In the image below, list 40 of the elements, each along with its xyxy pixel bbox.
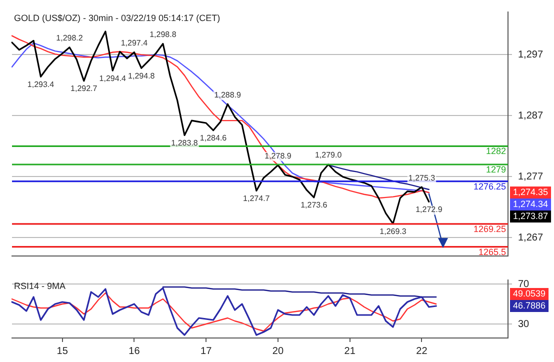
annotation: 1,294.8 — [128, 71, 156, 80]
y-tick-label: 1,267 — [518, 232, 544, 244]
x-tick-label: 20 — [272, 346, 284, 357]
ref-line-label: 1279 — [486, 164, 506, 174]
annotation: 1,279.0 — [314, 150, 342, 160]
text: 49.0539 — [513, 288, 546, 298]
y-tick-label: 1,287 — [518, 110, 544, 122]
x-tick-label: 15 — [56, 346, 68, 357]
y-tick-label: 1,277 — [518, 171, 544, 182]
chart-title: GOLD (US$/OZ) - 30min - 03/22/19 05:14:17 (CET) — [14, 12, 220, 23]
annotation: 1,293.4 — [27, 80, 55, 89]
annotation: 1,275.3 — [408, 173, 436, 182]
chart-title: RSI14 - 9MA — [14, 280, 66, 291]
text: 1,273.87 — [513, 211, 548, 222]
ref-line-label: 1269.25 — [473, 224, 506, 234]
annotation: 1,297.4 — [120, 38, 148, 48]
ref-line-label: 1282 — [486, 146, 506, 156]
x-tick-label: 16 — [128, 346, 140, 357]
annotation: 1,298.2 — [56, 34, 84, 43]
text: 46.7886 — [513, 300, 546, 310]
y-tick-label: 30 — [518, 318, 530, 330]
annotation: 1,283.8 — [171, 138, 198, 148]
annotation: 1,269.3 — [380, 226, 407, 236]
annotation: 1,298.8 — [150, 30, 177, 39]
y-tick-label: 70 — [518, 278, 530, 290]
x-tick-label: 17 — [200, 346, 212, 357]
text: 1,274.34 — [513, 199, 548, 210]
annotation: 1,294.4 — [99, 74, 127, 83]
text: 1,274.35 — [513, 187, 548, 198]
ref-line-label: 1276.25 — [473, 181, 506, 192]
x-tick-label: 22 — [416, 346, 428, 357]
annotation: 1,292.7 — [70, 84, 98, 94]
annotation: 1,284.6 — [200, 134, 228, 143]
x-tick-label: 21 — [344, 346, 356, 357]
y-tick-label: 1,297 — [518, 49, 544, 60]
ref-line-label: 1265.5 — [478, 246, 506, 257]
annotation: 1,272.9 — [416, 204, 443, 214]
annotation: 1,274.7 — [243, 194, 270, 203]
annotation: 1,273.6 — [300, 200, 328, 210]
annotation: 1,288.9 — [214, 90, 242, 100]
